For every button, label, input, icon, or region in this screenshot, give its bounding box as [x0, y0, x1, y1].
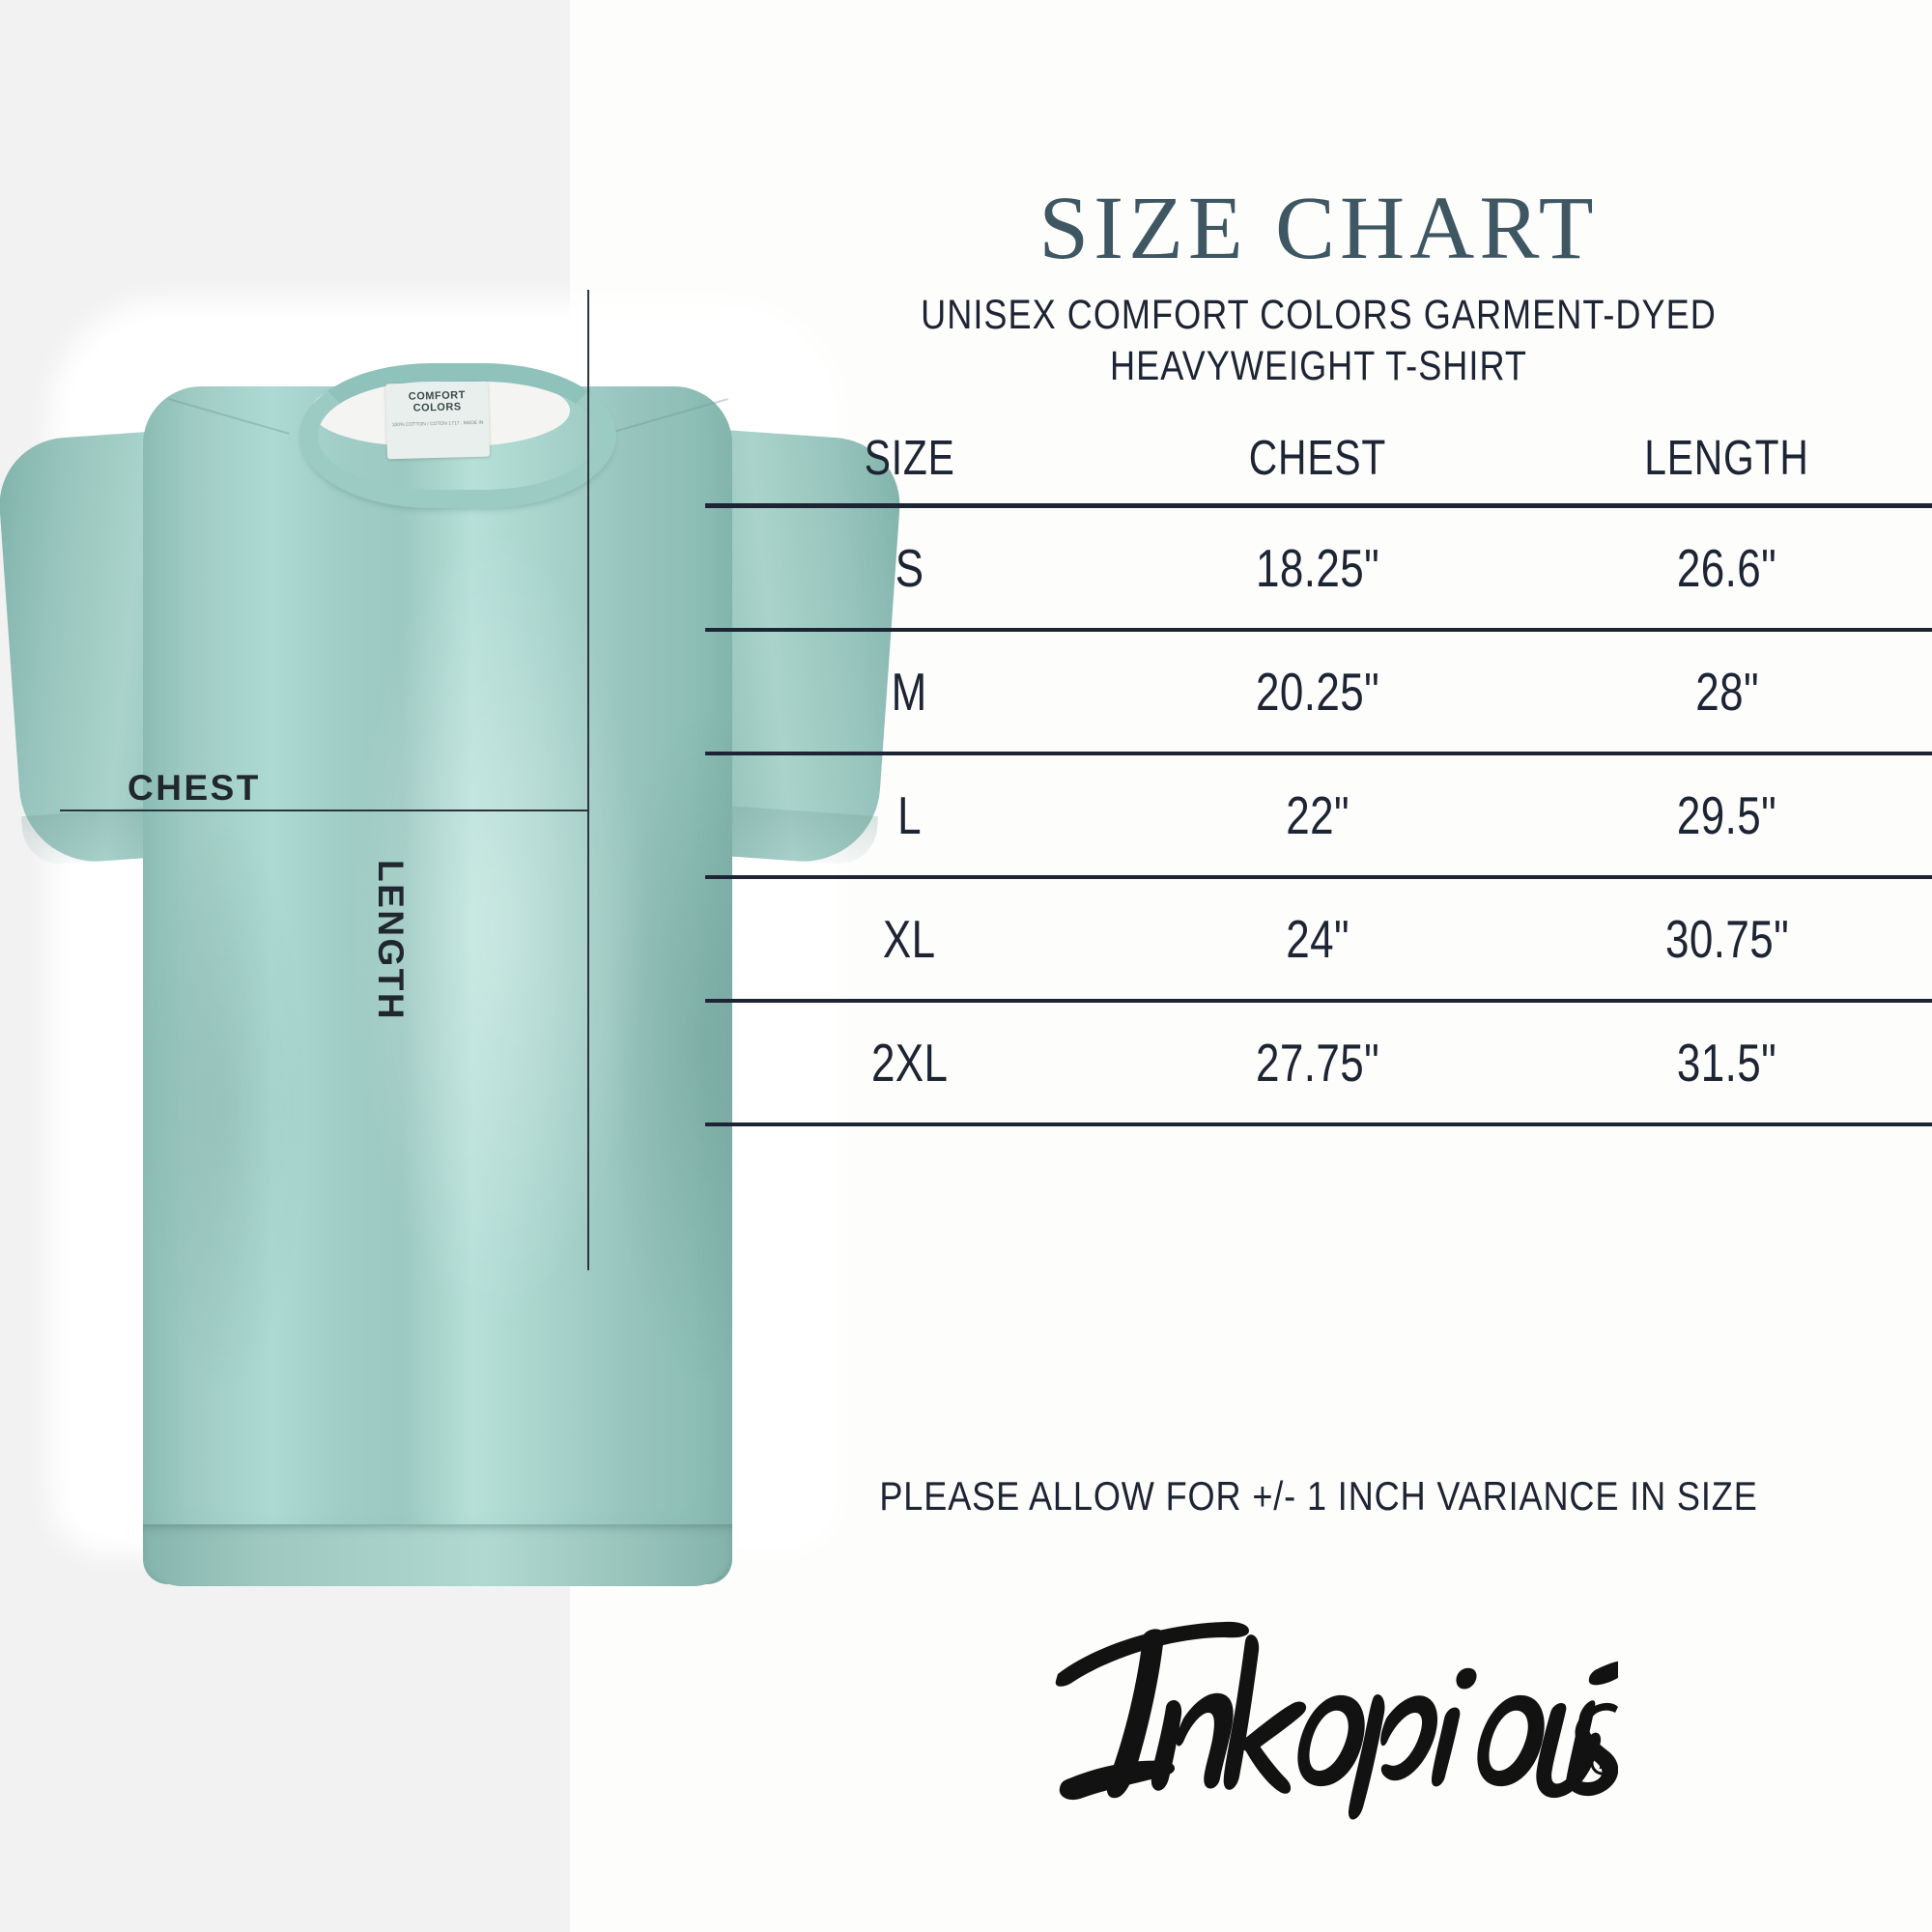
- svg-text:R: R: [1598, 1758, 1607, 1773]
- cell-length: 31.5": [1677, 1033, 1777, 1093]
- neck-tag-small-print: 100% COTTON / COTON 1717 . MADE IN: [391, 419, 484, 429]
- table-row: M 20.25" 28": [705, 630, 1932, 753]
- registered-trademark-icon: R: [1590, 1750, 1615, 1776]
- brand-logo: R: [705, 1584, 1932, 1835]
- length-measure-line: [587, 290, 589, 1270]
- cell-length: 28": [1695, 662, 1759, 722]
- cell-length: 26.6": [1677, 538, 1777, 598]
- subtitle-line-1: UNISEX COMFORT COLORS GARMENT-DYED: [921, 292, 1717, 338]
- cell-size: XL: [883, 909, 936, 969]
- neck-label-tag: COMFORT COLORS 100% COTTON / COTON 1717 …: [384, 381, 491, 460]
- cell-chest: 22": [1286, 785, 1350, 845]
- shirt-bottom-hem: [143, 1524, 732, 1586]
- table-row: S 18.25" 26.6": [705, 506, 1932, 630]
- column-header-length: LENGTH: [1644, 429, 1810, 485]
- size-measurements-table: SIZE CHEST LENGTH S 18.25" 26.6" M 20.25…: [705, 411, 1932, 1126]
- neck-tag-brand-line2: COLORS: [412, 401, 462, 414]
- cell-size: L: [897, 785, 922, 845]
- table-row: XL 24" 30.75": [705, 877, 1932, 1001]
- length-measure-label: LENGTH: [371, 860, 411, 1022]
- cell-length: 30.75": [1664, 909, 1789, 969]
- table-row: 2XL 27.75" 31.5": [705, 1001, 1932, 1124]
- subtitle-line-2: HEAVYWEIGHT T-SHIRT: [1110, 343, 1527, 389]
- page-subtitle: UNISEX COMFORT COLORS GARMENT-DYED HEAVY…: [848, 290, 1789, 392]
- cell-length: 29.5": [1677, 785, 1777, 845]
- logo-flick-icon: [1588, 1661, 1618, 1686]
- cell-chest: 20.25": [1256, 662, 1380, 722]
- table-row: L 22" 29.5": [705, 753, 1932, 877]
- shirt-torso: [143, 386, 732, 1584]
- cell-size: S: [895, 538, 924, 598]
- column-header-chest: CHEST: [1249, 429, 1387, 485]
- cell-size: M: [891, 662, 927, 722]
- cell-chest: 27.75": [1256, 1033, 1380, 1093]
- size-chart-panel: SIZE CHART UNISEX COMFORT COLORS GARMENT…: [705, 0, 1932, 1932]
- inkopious-wordmark-icon: R: [1055, 1621, 1618, 1820]
- chest-measure-line: [60, 810, 589, 811]
- column-header-size: SIZE: [864, 429, 955, 485]
- cell-chest: 24": [1286, 909, 1350, 969]
- variance-note: PLEASE ALLOW FOR +/- 1 INCH VARIANCE IN …: [879, 1473, 1758, 1519]
- cell-chest: 18.25": [1256, 538, 1380, 598]
- page-title: SIZE CHART: [1038, 179, 1599, 278]
- cell-size: 2XL: [870, 1033, 949, 1093]
- table-header-row: SIZE CHEST LENGTH: [705, 411, 1932, 506]
- chest-measure-label: CHEST: [128, 768, 261, 808]
